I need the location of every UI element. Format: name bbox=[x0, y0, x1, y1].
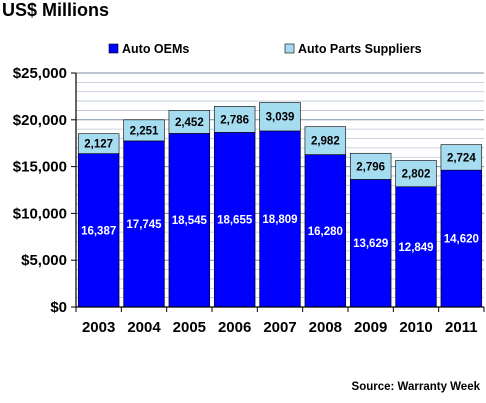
bar-auto-parts-suppliers bbox=[213, 106, 256, 133]
bars: 16,387 2,127 17,745 2,251 18,545 2,452 18,655 2… bbox=[77, 102, 483, 308]
legend-swatch bbox=[108, 43, 119, 54]
bar-auto-parts-suppliers bbox=[440, 144, 483, 171]
x-tick-label: 2003 bbox=[82, 319, 115, 336]
bar-auto-parts-suppliers bbox=[123, 119, 165, 142]
x-tick-label: 2009 bbox=[354, 319, 387, 336]
data-label-auto-parts-suppliers: 2,786 bbox=[220, 114, 249, 126]
data-label-auto-parts-suppliers: 2,796 bbox=[356, 161, 385, 173]
legend-swatch bbox=[284, 43, 295, 54]
data-label-auto-parts-suppliers: 2,452 bbox=[175, 117, 204, 129]
data-label-auto-oems: 18,655 bbox=[217, 215, 253, 227]
bar-auto-oems bbox=[168, 133, 211, 308]
source-note: Source: Warranty Week bbox=[351, 381, 480, 393]
data-label-auto-parts-suppliers: 2,127 bbox=[84, 139, 113, 151]
bar-auto-oems bbox=[259, 130, 301, 308]
y-tick-label: $25,000 bbox=[13, 65, 67, 82]
data-label-auto-parts-suppliers: 2,251 bbox=[130, 125, 159, 137]
x-tick-label: 2008 bbox=[309, 319, 342, 336]
x-tick-label: 2010 bbox=[399, 319, 432, 336]
x-tick-label: 2004 bbox=[127, 319, 161, 336]
data-label-auto-oems: 12,849 bbox=[398, 242, 433, 254]
bar-auto-parts-suppliers bbox=[349, 152, 392, 180]
data-label-auto-oems: 13,629 bbox=[353, 238, 388, 250]
x-tick-label: 2007 bbox=[263, 319, 296, 336]
legend-label: Auto Parts Suppliers bbox=[298, 42, 422, 56]
bar-auto-parts-suppliers bbox=[304, 126, 347, 155]
bar-auto-parts-suppliers bbox=[395, 160, 437, 188]
data-label-auto-parts-suppliers: 2,982 bbox=[311, 136, 340, 148]
bar-auto-oems bbox=[349, 179, 392, 308]
axes: 2003 2004 2005 2006 2007 2008 2009 2010 2011 $0 $5… bbox=[13, 65, 485, 336]
y-tick-label: $0 bbox=[50, 299, 67, 316]
x-tick-label: 2011 bbox=[445, 319, 478, 336]
data-label-auto-oems: 14,620 bbox=[444, 234, 479, 246]
x-tick-label: 2006 bbox=[218, 319, 251, 336]
data-label-auto-oems: 17,745 bbox=[126, 219, 162, 231]
data-label-auto-oems: 16,387 bbox=[81, 225, 116, 237]
bar-auto-parts-suppliers bbox=[259, 102, 301, 132]
data-label-auto-parts-suppliers: 2,802 bbox=[402, 169, 431, 181]
x-tick-label: 2005 bbox=[173, 319, 206, 336]
data-label-auto-parts-suppliers: 2,724 bbox=[447, 152, 476, 164]
legend: Auto OEMs Auto Parts Suppliers bbox=[108, 42, 422, 56]
bar-auto-oems bbox=[213, 132, 256, 308]
y-tick-label: $20,000 bbox=[13, 112, 67, 129]
bar-auto-parts-suppliers bbox=[77, 133, 120, 154]
data-label-auto-parts-suppliers: 3,039 bbox=[266, 112, 295, 124]
y-tick-label: $15,000 bbox=[13, 159, 67, 176]
legend-label: Auto OEMs bbox=[122, 42, 189, 56]
chart-title: US$ Millions bbox=[2, 0, 110, 20]
data-label-auto-oems: 18,545 bbox=[172, 215, 208, 227]
data-label-auto-oems: 18,809 bbox=[262, 214, 297, 226]
bar-auto-parts-suppliers bbox=[168, 110, 211, 134]
bar-auto-oems bbox=[440, 169, 483, 308]
y-tick-label: $10,000 bbox=[13, 205, 67, 222]
y-tick-label: $5,000 bbox=[21, 252, 67, 269]
data-label-auto-oems: 16,280 bbox=[308, 226, 343, 238]
